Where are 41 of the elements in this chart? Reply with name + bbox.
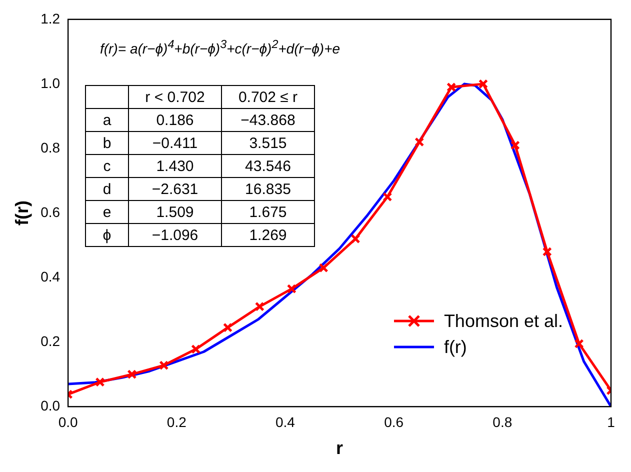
point	[542, 246, 552, 257]
point	[95, 377, 105, 387]
y-tick-label: 0.8	[40, 139, 60, 156]
point	[127, 370, 137, 380]
point	[446, 82, 456, 92]
point	[191, 344, 201, 354]
text: r < 0.702 0.702 ≤ r	[145, 88, 298, 106]
point	[478, 79, 488, 89]
point	[350, 234, 360, 244]
y-tick-label: 0.4	[40, 268, 60, 284]
x-tick-label: 0.0	[58, 414, 78, 430]
point	[286, 284, 296, 294]
x-tick-label: 0.4	[276, 414, 296, 430]
annotation: f(r)= a(r−ϕ)$^{4}$+b(r−ϕ)$^{3}$+c(r−ϕ)$^{2}$+d(r−ϕ)+e	[100, 38, 340, 57]
point	[318, 263, 328, 273]
point	[222, 322, 233, 332]
x-tick-label: 0.8	[492, 414, 512, 430]
legend-label: f(r)	[444, 336, 467, 358]
text: e 1.509 1.675	[102, 204, 287, 220]
point	[414, 137, 424, 147]
y-tick-label: 1.0	[40, 74, 60, 91]
point	[574, 338, 584, 348]
legend-label: Thomson et al.	[444, 310, 563, 332]
text: a 0.186 −43.868	[102, 112, 296, 128]
y-tick-label: 0.6	[40, 204, 60, 220]
y-axis-title: f(r)	[12, 200, 32, 226]
text: b −0.411 3.515	[102, 134, 287, 152]
point	[159, 360, 169, 370]
y-tick-label: 0.0	[40, 397, 60, 414]
point	[254, 302, 264, 312]
x-tick-label: 0.2	[166, 414, 187, 430]
text: d −2.631 16.835	[102, 180, 291, 198]
x-axis-title: r	[336, 438, 344, 458]
point	[382, 192, 392, 202]
x-tick-label: 1	[607, 414, 616, 430]
y-tick-label: 1.2	[40, 10, 60, 26]
text: ϕ −1.096 1.269	[102, 226, 287, 244]
x-tick-label: 0.6	[384, 414, 404, 430]
point	[510, 140, 520, 150]
y-tick-label: 0.2	[40, 332, 60, 349]
text: c 1.430 43.546	[103, 158, 291, 174]
